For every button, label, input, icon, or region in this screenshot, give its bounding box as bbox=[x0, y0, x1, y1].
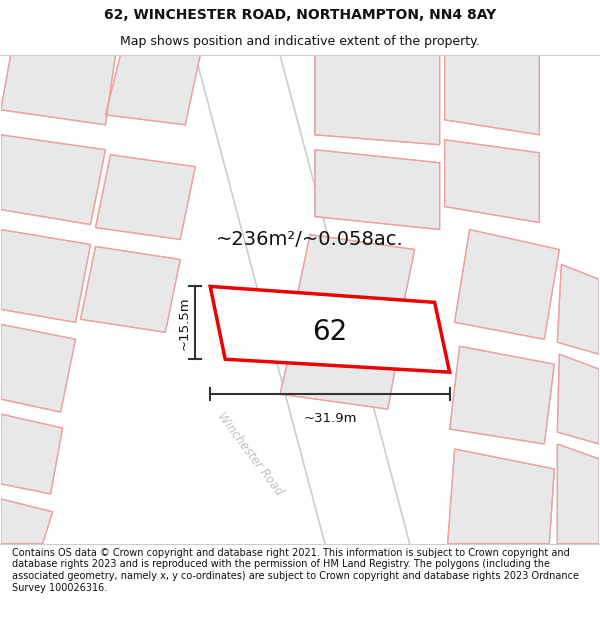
Polygon shape bbox=[315, 150, 440, 229]
Polygon shape bbox=[557, 354, 599, 444]
Text: 62, WINCHESTER ROAD, NORTHAMPTON, NN4 8AY: 62, WINCHESTER ROAD, NORTHAMPTON, NN4 8A… bbox=[104, 8, 496, 22]
Polygon shape bbox=[210, 286, 449, 372]
Text: Winchester Road: Winchester Road bbox=[215, 410, 286, 498]
Polygon shape bbox=[315, 55, 440, 145]
Polygon shape bbox=[280, 329, 400, 409]
Text: ~15.5m: ~15.5m bbox=[177, 296, 190, 349]
Polygon shape bbox=[557, 264, 599, 354]
Polygon shape bbox=[445, 55, 539, 135]
Polygon shape bbox=[448, 449, 554, 544]
Text: Map shows position and indicative extent of the property.: Map shows position and indicative extent… bbox=[120, 35, 480, 48]
Polygon shape bbox=[1, 229, 91, 322]
Polygon shape bbox=[295, 234, 415, 322]
Polygon shape bbox=[80, 246, 181, 332]
Polygon shape bbox=[445, 140, 539, 222]
Polygon shape bbox=[1, 324, 76, 412]
Polygon shape bbox=[106, 55, 200, 125]
Polygon shape bbox=[1, 135, 106, 224]
Text: 62: 62 bbox=[312, 318, 347, 346]
Polygon shape bbox=[195, 55, 410, 544]
Polygon shape bbox=[557, 444, 599, 544]
Polygon shape bbox=[449, 346, 554, 444]
Polygon shape bbox=[1, 499, 53, 544]
Text: Contains OS data © Crown copyright and database right 2021. This information is : Contains OS data © Crown copyright and d… bbox=[12, 548, 579, 592]
Text: ~31.9m: ~31.9m bbox=[303, 412, 356, 425]
Polygon shape bbox=[95, 155, 195, 239]
Polygon shape bbox=[455, 229, 559, 339]
Polygon shape bbox=[1, 414, 62, 494]
Polygon shape bbox=[1, 55, 115, 125]
Text: ~236m²/~0.058ac.: ~236m²/~0.058ac. bbox=[216, 230, 404, 249]
